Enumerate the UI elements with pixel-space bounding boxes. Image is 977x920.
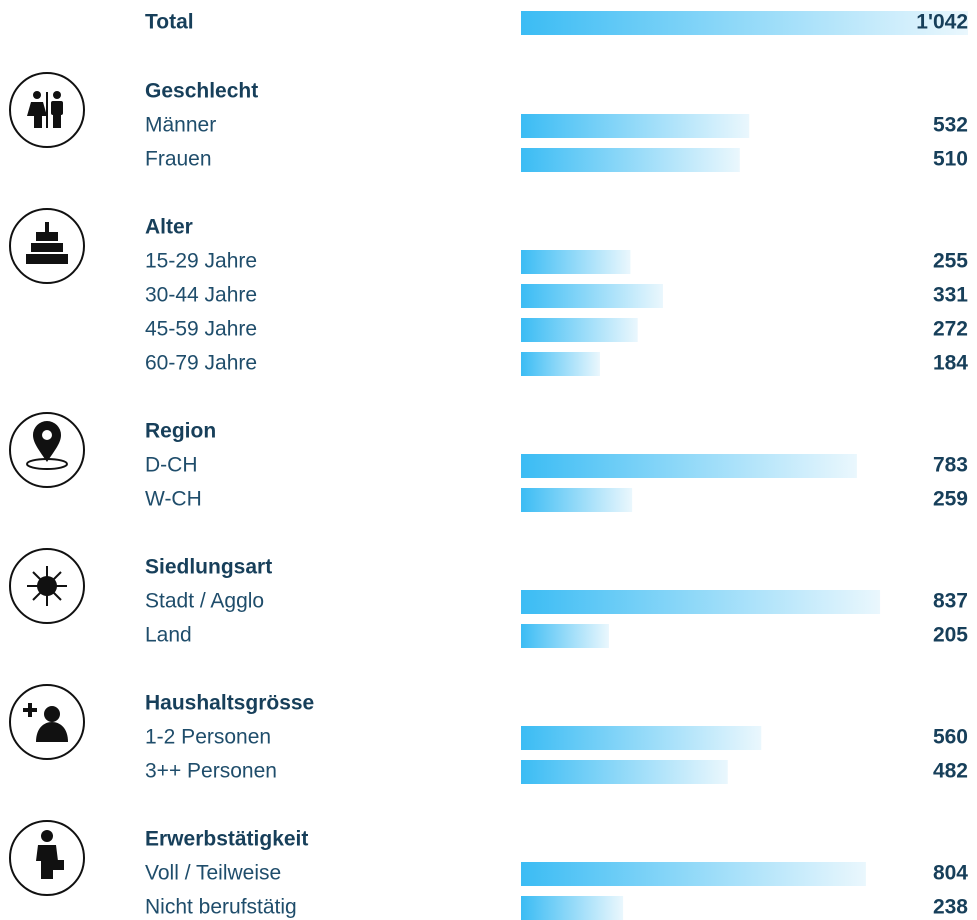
category-label: Land [145,624,192,647]
bar [521,284,663,308]
bar [521,624,609,648]
value-label: 238 [933,896,968,919]
bar [521,114,750,138]
value-label: 331 [933,284,968,307]
bar [521,488,633,512]
value-label: 560 [933,726,968,749]
icon-age [9,208,85,284]
group-title: Geschlecht [145,80,258,103]
icon-settlement [9,548,85,624]
bar [521,590,881,614]
icon-household [9,684,85,760]
bar [521,148,740,172]
group-title: Region [145,420,216,443]
group-title: Alter [145,216,193,239]
value-label: 783 [933,454,968,477]
total-value: 1'042 [916,11,968,34]
bar [521,11,968,35]
icon-employment [9,820,85,896]
category-label: Nicht berufstätig [145,896,297,919]
category-label: 15-29 Jahre [145,250,257,273]
value-label: 255 [933,250,968,273]
icon-region [9,412,85,488]
bar [521,352,600,376]
value-label: 482 [933,760,968,783]
category-label: D-CH [145,454,198,477]
category-label: 1-2 Personen [145,726,271,749]
group-title: Siedlungsart [145,556,272,579]
category-label: W-CH [145,488,202,511]
icon-gender [9,72,85,148]
category-label: Frauen [145,148,212,171]
bar [521,896,624,920]
bar [521,318,638,342]
value-label: 532 [933,114,968,137]
bar [521,250,631,274]
value-label: 272 [933,318,968,341]
bar [521,454,857,478]
bar [521,862,866,886]
value-label: 184 [933,352,968,375]
value-label: 205 [933,624,968,647]
category-label: 60-79 Jahre [145,352,257,375]
group-title: Haushaltsgrösse [145,692,314,715]
category-label: Männer [145,114,216,137]
value-label: 837 [933,590,968,613]
value-label: 510 [933,148,968,171]
category-label: 45-59 Jahre [145,318,257,341]
category-label: 3++ Personen [145,760,277,783]
total-label: Total [145,11,194,34]
value-label: 259 [933,488,968,511]
value-label: 804 [933,862,968,885]
bar [521,726,762,750]
category-label: Stadt / Agglo [145,590,264,613]
bar [521,760,728,784]
category-label: Voll / Teilweise [145,862,281,885]
group-title: Erwerbstätigkeit [145,828,308,851]
category-label: 30-44 Jahre [145,284,257,307]
